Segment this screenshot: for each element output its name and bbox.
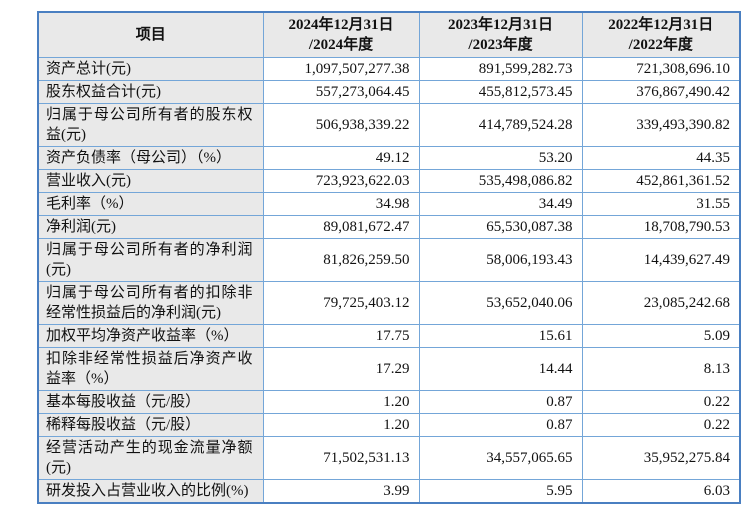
value-cell: 0.22 xyxy=(581,413,741,437)
table-row: 股东权益合计(元) 557,273,064.45 455,812,573.45 … xyxy=(37,80,741,104)
value-cell: 1.20 xyxy=(262,390,420,414)
value-cell: 15.61 xyxy=(418,324,583,348)
table-row: 稀释每股收益（元/股） 1.20 0.87 0.22 xyxy=(37,413,741,437)
value-cell: 34,557,065.65 xyxy=(418,436,583,480)
value-cell: 23,085,242.68 xyxy=(581,281,741,325)
value-cell: 8.13 xyxy=(581,347,741,391)
period-date: 2024年12月31日 xyxy=(288,17,394,33)
row-label: 经营活动产生的现金流量净额(元) xyxy=(37,436,264,480)
value-cell: 506,938,339.22 xyxy=(262,103,420,147)
value-cell: 3.99 xyxy=(262,479,420,504)
value-cell: 31.55 xyxy=(581,192,741,216)
row-label: 扣除非经常性损益后净资产收益率（%） xyxy=(37,347,264,391)
table-row: 加权平均净资产收益率（%） 17.75 15.61 5.09 xyxy=(37,324,741,348)
table-row: 经营活动产生的现金流量净额(元) 71,502,531.13 34,557,06… xyxy=(37,436,741,480)
table-header: 项目 2024年12月31日 /2024年度 2023年12月31日 /2023… xyxy=(37,11,741,58)
value-cell: 65,530,087.38 xyxy=(418,215,583,239)
table-row: 营业收入(元) 723,923,622.03 535,498,086.82 45… xyxy=(37,169,741,193)
value-cell: 414,789,524.28 xyxy=(418,103,583,147)
table-row: 基本每股收益（元/股） 1.20 0.87 0.22 xyxy=(37,390,741,414)
value-cell: 0.87 xyxy=(418,390,583,414)
header-row: 项目 2024年12月31日 /2024年度 2023年12月31日 /2023… xyxy=(37,11,741,58)
value-cell: 14,439,627.49 xyxy=(581,238,741,282)
column-header-period-2023: 2023年12月31日 /2023年度 xyxy=(418,11,583,58)
row-label: 股东权益合计(元) xyxy=(37,80,264,104)
row-label: 净利润(元) xyxy=(37,215,264,239)
value-cell: 376,867,490.42 xyxy=(581,80,741,104)
table-row: 研发投入占营业收入的比例(%) 3.99 5.95 6.03 xyxy=(37,479,741,504)
value-cell: 455,812,573.45 xyxy=(418,80,583,104)
value-cell: 79,725,403.12 xyxy=(262,281,420,325)
value-cell: 53.20 xyxy=(418,146,583,170)
row-label: 资产总计(元) xyxy=(37,57,264,81)
period-date: 2023年12月31日 xyxy=(447,17,553,33)
table-row: 资产总计(元) 1,097,507,277.38 891,599,282.73 … xyxy=(37,57,741,81)
value-cell: 53,652,040.06 xyxy=(418,281,583,325)
value-cell: 723,923,622.03 xyxy=(262,169,420,193)
value-cell: 5.09 xyxy=(581,324,741,348)
period-date: 2022年12月31日 xyxy=(608,17,714,33)
column-header-period-2022: 2022年12月31日 /2022年度 xyxy=(581,11,741,58)
table-row: 归属于母公司所有者的扣除非经常性损益后的净利润(元) 79,725,403.12… xyxy=(37,281,741,325)
value-cell: 535,498,086.82 xyxy=(418,169,583,193)
value-cell: 89,081,672.47 xyxy=(262,215,420,239)
value-cell: 14.44 xyxy=(418,347,583,391)
row-label: 研发投入占营业收入的比例(%) xyxy=(37,479,264,504)
row-label: 加权平均净资产收益率（%） xyxy=(37,324,264,348)
value-cell: 339,493,390.82 xyxy=(581,103,741,147)
value-cell: 49.12 xyxy=(262,146,420,170)
period-year: /2022年度 xyxy=(628,37,693,53)
value-cell: 452,861,361.52 xyxy=(581,169,741,193)
row-label: 资产负债率（母公司）（%） xyxy=(37,146,264,170)
row-label: 毛利率（%） xyxy=(37,192,264,216)
table-row: 扣除非经常性损益后净资产收益率（%） 17.29 14.44 8.13 xyxy=(37,347,741,391)
table-row: 归属于母公司所有者的股东权益(元) 506,938,339.22 414,789… xyxy=(37,103,741,147)
row-label: 归属于母公司所有者的扣除非经常性损益后的净利润(元) xyxy=(37,281,264,325)
value-cell: 6.03 xyxy=(581,479,741,504)
value-cell: 44.35 xyxy=(581,146,741,170)
table-body: 资产总计(元) 1,097,507,277.38 891,599,282.73 … xyxy=(37,57,741,504)
table-row: 资产负债率（母公司）（%） 49.12 53.20 44.35 xyxy=(37,146,741,170)
period-year: /2023年度 xyxy=(468,37,533,53)
value-cell: 35,952,275.84 xyxy=(581,436,741,480)
row-label: 营业收入(元) xyxy=(37,169,264,193)
value-cell: 18,708,790.53 xyxy=(581,215,741,239)
value-cell: 1.20 xyxy=(262,413,420,437)
table-row: 毛利率（%） 34.98 34.49 31.55 xyxy=(37,192,741,216)
value-cell: 0.22 xyxy=(581,390,741,414)
value-cell: 81,826,259.50 xyxy=(262,238,420,282)
column-header-item: 项目 xyxy=(37,11,264,58)
value-cell: 34.49 xyxy=(418,192,583,216)
value-cell: 1,097,507,277.38 xyxy=(262,57,420,81)
value-cell: 58,006,193.43 xyxy=(418,238,583,282)
value-cell: 0.87 xyxy=(418,413,583,437)
value-cell: 5.95 xyxy=(418,479,583,504)
row-label: 稀释每股收益（元/股） xyxy=(37,413,264,437)
value-cell: 71,502,531.13 xyxy=(262,436,420,480)
table-row: 归属于母公司所有者的净利润(元) 81,826,259.50 58,006,19… xyxy=(37,238,741,282)
column-header-period-2024: 2024年12月31日 /2024年度 xyxy=(262,11,420,58)
row-label: 归属于母公司所有者的股东权益(元) xyxy=(37,103,264,147)
value-cell: 721,308,696.10 xyxy=(581,57,741,81)
value-cell: 34.98 xyxy=(262,192,420,216)
value-cell: 17.75 xyxy=(262,324,420,348)
table-row: 净利润(元) 89,081,672.47 65,530,087.38 18,70… xyxy=(37,215,741,239)
row-label: 基本每股收益（元/股） xyxy=(37,390,264,414)
row-label: 归属于母公司所有者的净利润(元) xyxy=(37,238,264,282)
period-year: /2024年度 xyxy=(308,37,374,53)
financial-summary-table: 项目 2024年12月31日 /2024年度 2023年12月31日 /2023… xyxy=(37,11,741,504)
value-cell: 557,273,064.45 xyxy=(262,80,420,104)
value-cell: 891,599,282.73 xyxy=(418,57,583,81)
value-cell: 17.29 xyxy=(262,347,420,391)
